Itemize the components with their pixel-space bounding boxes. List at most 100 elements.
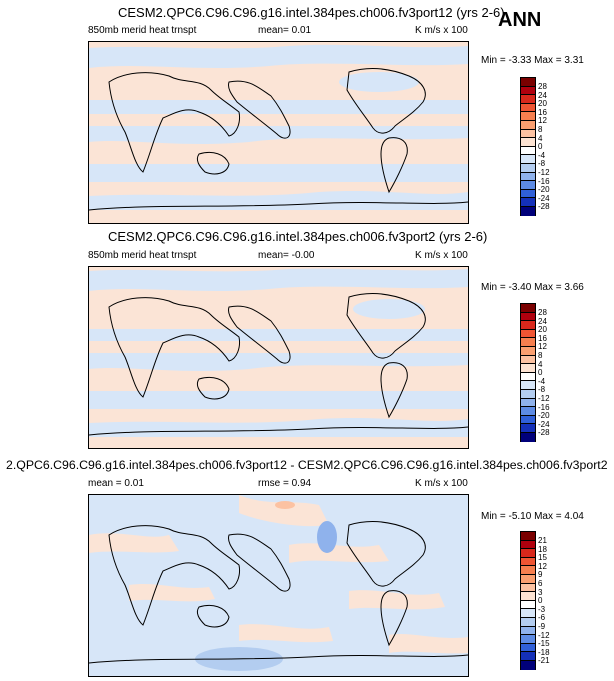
colorbar-swatch bbox=[521, 381, 535, 390]
colorbar-tick-label: 15 bbox=[538, 553, 547, 563]
colorbar-tick-label: 18 bbox=[538, 544, 547, 554]
colorbar-swatch bbox=[521, 574, 535, 584]
panel3-rmse-label: rmse = 0.94 bbox=[258, 478, 312, 489]
colorbar-swatch bbox=[521, 146, 535, 156]
colorbar-tick-label: -20 bbox=[538, 185, 550, 195]
colorbar-tick-label: -28 bbox=[538, 428, 550, 438]
panel2-colorbar bbox=[520, 303, 536, 442]
colorbar-tick-label: -12 bbox=[538, 394, 550, 403]
colorbar-swatch bbox=[521, 172, 535, 182]
colorbar-tick-label: 24 bbox=[538, 316, 547, 326]
colorbar-swatch bbox=[521, 181, 535, 190]
colorbar-tick-label: -20 bbox=[538, 411, 550, 421]
colorbar-tick-label: 9 bbox=[538, 570, 543, 580]
colorbar-tick-label: 0 bbox=[538, 596, 543, 606]
colorbar-tick-label: 4 bbox=[538, 133, 543, 143]
colorbar-swatch bbox=[521, 198, 535, 207]
colorbar-swatch bbox=[521, 372, 535, 382]
colorbar-tick-label: -3 bbox=[538, 604, 546, 614]
colorbar-tick-label: 24 bbox=[538, 90, 547, 100]
colorbar-swatch bbox=[521, 635, 535, 644]
colorbar-swatch bbox=[521, 557, 535, 567]
panel3-minmax: Min = -5.10 Max = 4.04 bbox=[481, 511, 584, 522]
colorbar-tick-label: 12 bbox=[538, 116, 547, 126]
colorbar-swatch bbox=[521, 129, 535, 139]
colorbar-swatch bbox=[521, 312, 535, 322]
colorbar-tick-label: -24 bbox=[538, 193, 550, 203]
panel1-colorbar bbox=[520, 77, 536, 216]
colorbar-swatch bbox=[521, 643, 535, 653]
colorbar-swatch bbox=[521, 189, 535, 199]
colorbar-tick-label: -15 bbox=[538, 639, 550, 649]
colorbar-swatch bbox=[521, 321, 535, 330]
colorbar-tick-label: -28 bbox=[538, 202, 550, 212]
colorbar-tick-label: -16 bbox=[538, 402, 550, 412]
colorbar-swatch bbox=[521, 660, 535, 670]
colorbar-swatch bbox=[521, 424, 535, 433]
panel1-map bbox=[88, 41, 469, 224]
colorbar-tick-label: 28 bbox=[538, 308, 547, 317]
colorbar-swatch bbox=[521, 652, 535, 661]
colorbar-swatch bbox=[521, 389, 535, 399]
colorbar-tick-label: 6 bbox=[538, 579, 543, 588]
colorbar-tick-label: 3 bbox=[538, 587, 543, 597]
colorbar-tick-label: 0 bbox=[538, 142, 543, 152]
colorbar-tick-label: 0 bbox=[538, 368, 543, 378]
colorbar-swatch bbox=[521, 304, 535, 313]
colorbar-tick-label: 4 bbox=[538, 359, 543, 369]
colorbar-swatch bbox=[521, 338, 535, 347]
colorbar-tick-label: 12 bbox=[538, 561, 547, 571]
season-label: ANN bbox=[498, 9, 542, 31]
colorbar-swatch bbox=[521, 329, 535, 339]
colorbar-swatch bbox=[521, 592, 535, 601]
colorbar-swatch bbox=[521, 532, 535, 541]
colorbar-swatch bbox=[521, 163, 535, 173]
colorbar-tick-label: 20 bbox=[538, 99, 547, 109]
colorbar-tick-label: -4 bbox=[538, 376, 546, 386]
panel1-minmax: Min = -3.33 Max = 3.31 bbox=[481, 55, 584, 66]
colorbar-swatch bbox=[521, 112, 535, 121]
colorbar-swatch bbox=[521, 86, 535, 96]
colorbar-swatch bbox=[521, 364, 535, 373]
panel2-map bbox=[88, 266, 469, 449]
colorbar-tick-label: -18 bbox=[538, 647, 550, 657]
colorbar-swatch bbox=[521, 583, 535, 593]
colorbar-tick-label: -6 bbox=[538, 613, 546, 623]
colorbar-swatch bbox=[521, 415, 535, 425]
colorbar-swatch bbox=[521, 346, 535, 356]
colorbar-swatch bbox=[521, 103, 535, 113]
colorbar-swatch bbox=[521, 609, 535, 618]
panel1-units-label: K m/s x 100 bbox=[415, 25, 468, 36]
colorbar-swatch bbox=[521, 626, 535, 636]
panel3-colorbar bbox=[520, 531, 536, 670]
colorbar-tick-label: 20 bbox=[538, 325, 547, 335]
colorbar-swatch bbox=[521, 566, 535, 575]
panel1-mean-label: mean= 0.01 bbox=[258, 25, 312, 36]
colorbar-tick-label: 12 bbox=[538, 342, 547, 352]
panel3-units-label: K m/s x 100 bbox=[415, 478, 468, 489]
colorbar-tick-label: -24 bbox=[538, 419, 550, 429]
colorbar-swatch bbox=[521, 120, 535, 130]
colorbar-swatch bbox=[521, 355, 535, 365]
colorbar-tick-label: 16 bbox=[538, 333, 547, 343]
panel2-mean-label: mean= -0.00 bbox=[258, 250, 315, 261]
panel3-title: 2.QPC6.C96.C96.g16.intel.384pes.ch006.fv… bbox=[6, 458, 608, 472]
colorbar-tick-label: -9 bbox=[538, 622, 546, 631]
panel1-variable-label: 850mb merid heat trnspt bbox=[88, 25, 197, 36]
colorbar-tick-label: -21 bbox=[538, 656, 550, 666]
colorbar-tick-label: -8 bbox=[538, 385, 546, 395]
colorbar-swatch bbox=[521, 138, 535, 147]
panel2-title: CESM2.QPC6.C96.C96.g16.intel.384pes.ch00… bbox=[108, 229, 488, 244]
colorbar-tick-label: 28 bbox=[538, 82, 547, 91]
colorbar-tick-label: -12 bbox=[538, 630, 550, 640]
colorbar-tick-label: 21 bbox=[538, 536, 547, 545]
colorbar-tick-label: -8 bbox=[538, 159, 546, 169]
colorbar-swatch bbox=[521, 155, 535, 164]
colorbar-swatch bbox=[521, 95, 535, 104]
colorbar-swatch bbox=[521, 549, 535, 558]
colorbar-tick-label: -4 bbox=[538, 150, 546, 160]
colorbar-swatch bbox=[521, 600, 535, 610]
panel2-minmax: Min = -3.40 Max = 3.66 bbox=[481, 282, 584, 293]
colorbar-swatch bbox=[521, 540, 535, 550]
colorbar-swatch bbox=[521, 206, 535, 216]
